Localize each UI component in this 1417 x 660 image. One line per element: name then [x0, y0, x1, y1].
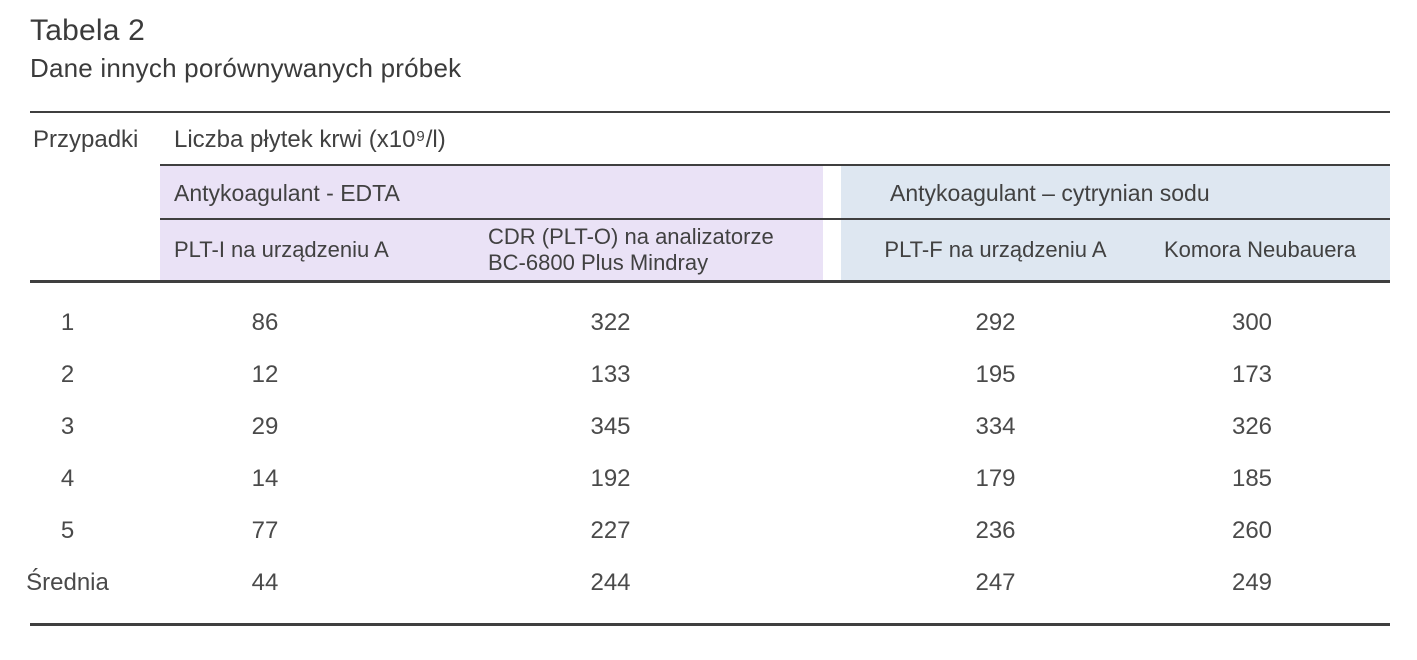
data-table: Przypadki Liczba płytek krwi (x10⁹/l) An…: [26, 111, 1390, 627]
group-gap: [823, 220, 841, 280]
cell-cdr-plt-o: 322: [590, 309, 631, 337]
cell-plt-i: 14: [251, 465, 279, 493]
table-row: 4 14 192 179 185: [30, 453, 1390, 505]
subheader-plt-i: PLT-I na urządzeniu A: [160, 220, 450, 281]
row-label: 3: [60, 413, 75, 441]
column-header-liczba-plytek: Liczba płytek krwi (x10⁹/l): [174, 125, 446, 153]
table-title: Tabela 2: [30, 14, 146, 47]
cell-plt-i: 77: [251, 517, 279, 545]
cell-plt-f: 195: [975, 361, 1016, 389]
cell-plt-f: 292: [975, 309, 1016, 337]
cell-cdr-plt-o: 227: [590, 517, 631, 545]
empty-cell: [30, 220, 160, 280]
column-header-przypadki: Przypadki: [33, 125, 139, 153]
cell-cdr-plt-o: 244: [590, 569, 631, 597]
page: Tabela 2 Dane innych porównywanych próbe…: [26, 14, 1390, 627]
group-gap: [823, 349, 841, 401]
cell-komora: 260: [1231, 517, 1273, 545]
table-subtitle: Dane innych porównywanych próbek: [30, 52, 462, 83]
cell-plt-f: 236: [975, 517, 1016, 545]
row-label: 2: [60, 361, 75, 389]
group-header-edta: Antykoagulant - EDTA: [160, 166, 823, 221]
group-gap: [823, 297, 841, 349]
cell-plt-f: 247: [975, 569, 1016, 597]
row-label: 1: [60, 309, 75, 337]
cell-komora: 185: [1231, 465, 1273, 493]
group-gap: [823, 453, 841, 505]
header-row-main: Przypadki Liczba płytek krwi (x10⁹/l): [30, 113, 1390, 167]
group-header-cytrynian-sodu: Antykoagulant – cytrynian sodu: [841, 166, 1390, 221]
row-label: Średnia: [26, 569, 109, 597]
subheader-plt-f: PLT-F na urządzeniu A: [841, 220, 1130, 281]
cell-komora: 173: [1231, 361, 1273, 389]
cell-plt-i: 12: [251, 361, 279, 389]
row-label: 4: [60, 465, 75, 493]
cell-cdr-plt-o: 345: [590, 413, 631, 441]
cell-plt-i: 44: [251, 569, 279, 597]
table-row: 2 12 133 195 173: [30, 349, 1390, 401]
cell-komora: 326: [1231, 413, 1273, 441]
subheader-cdr-plt-o: CDR (PLT-O) na analizatorze BC-6800 Plus…: [450, 220, 823, 281]
table-body: 1 86 322 292 300 2 12 133 195 173 3 29 345 334 326 4 14 1…: [26, 283, 1390, 623]
cell-plt-i: 29: [251, 413, 279, 441]
cell-cdr-plt-o: 192: [590, 465, 631, 493]
cell-plt-f: 334: [975, 413, 1016, 441]
table-row: 5 77 227 236 260: [30, 505, 1390, 557]
empty-cell: [30, 166, 160, 220]
cell-komora: 300: [1231, 309, 1273, 337]
subheader-komora-neubauera: Komora Neubauera: [1130, 220, 1390, 281]
cell-plt-i: 86: [251, 309, 279, 337]
cell-cdr-plt-o: 133: [590, 361, 631, 389]
table-row: 3 29 345 334 326: [30, 401, 1390, 453]
group-gap: [823, 505, 841, 557]
cell-komora: 249: [1231, 569, 1273, 597]
table-row: 1 86 322 292 300: [30, 297, 1390, 349]
group-gap: [823, 401, 841, 453]
row-label: 5: [60, 517, 75, 545]
header-row-groups: Antykoagulant - EDTA Antykoagulant – cyt…: [30, 166, 1390, 221]
group-gap: [823, 557, 841, 609]
header-row-methods: PLT-I na urządzeniu A CDR (PLT-O) na ana…: [30, 220, 1390, 284]
cell-plt-f: 179: [975, 465, 1016, 493]
group-gap: [823, 166, 841, 220]
table-row: Średnia 44 244 247 249: [26, 557, 1390, 609]
